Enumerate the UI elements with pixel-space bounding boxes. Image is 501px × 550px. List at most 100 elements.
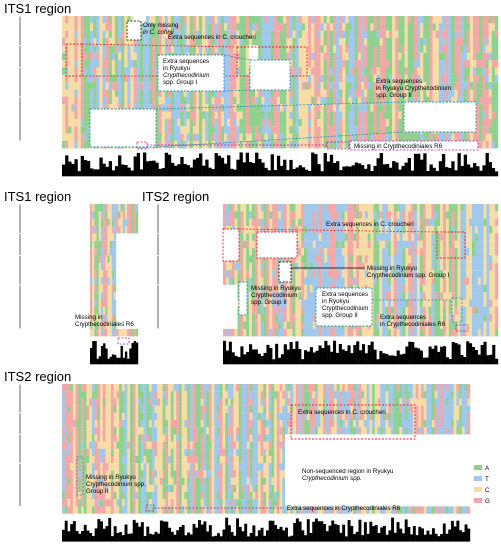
p1-cell — [298, 60, 303, 68]
p3-cell — [399, 255, 403, 263]
p1-cell — [102, 67, 106, 75]
p1-cell — [202, 38, 206, 46]
p3-cell — [474, 211, 478, 219]
p1-cell — [311, 89, 315, 97]
p3-cell — [425, 255, 429, 263]
p2-cell — [127, 218, 130, 227]
p1-cell — [174, 38, 178, 46]
p1-cell — [74, 74, 78, 83]
p4-cell — [100, 463, 104, 471]
p1-cell — [342, 140, 346, 149]
p4-cell — [70, 456, 74, 464]
p3-cell — [364, 226, 368, 234]
p1-cell — [469, 96, 474, 105]
p3-cell — [249, 233, 253, 241]
p2-cell — [124, 277, 128, 285]
p3-cell — [486, 226, 490, 234]
p3-cell — [408, 218, 412, 227]
p1-cell — [90, 82, 94, 90]
p1-cell — [136, 89, 141, 97]
p3-cell — [249, 270, 253, 278]
p1-cell — [158, 23, 162, 31]
p1-cell — [441, 67, 446, 75]
p1-cell — [448, 60, 452, 68]
p3-cell — [364, 277, 368, 285]
p3-cell — [370, 218, 374, 227]
p3-cell — [396, 306, 400, 315]
p4-cell — [94, 427, 98, 435]
p1-cell — [114, 104, 119, 112]
p2-cell — [120, 204, 123, 212]
p3-cell — [471, 255, 476, 263]
p1-cell — [71, 67, 75, 75]
p3-cell — [257, 292, 261, 300]
p3-cell — [434, 306, 438, 315]
p1-cell — [124, 23, 128, 31]
p2-cell — [120, 270, 123, 278]
p4-cell — [97, 492, 101, 500]
p1-cell — [292, 96, 296, 105]
p4-cell — [89, 405, 93, 413]
p3-cell — [312, 240, 316, 249]
p1-cell — [401, 74, 405, 83]
p3-cell — [474, 314, 478, 322]
p4-cell — [83, 477, 87, 485]
p3-cell — [263, 211, 267, 219]
p1-cell — [273, 104, 278, 112]
p1-cell — [292, 89, 296, 97]
p4-cell — [91, 492, 95, 500]
p4-cell — [86, 398, 90, 406]
p3-cell — [223, 321, 227, 330]
p1-cell — [236, 23, 240, 31]
p4-cell — [62, 434, 65, 442]
p1-cell — [105, 82, 109, 90]
p1-cell — [130, 104, 134, 112]
p3-cell — [234, 218, 238, 227]
p3-cell — [237, 270, 241, 278]
p1-cell — [473, 74, 477, 83]
p3-cell — [272, 292, 276, 300]
p1-cell — [99, 89, 103, 97]
p2-cell — [100, 262, 104, 271]
p1-cell — [373, 96, 377, 105]
p1-cell — [267, 140, 271, 149]
p1-cell — [167, 23, 172, 31]
p3-cell — [388, 328, 392, 337]
p3-cell — [301, 233, 305, 241]
p1-cell — [186, 30, 190, 39]
p3-cell — [385, 321, 389, 330]
p1-cell — [93, 16, 97, 24]
p3-cell — [385, 204, 389, 212]
p1-cell — [195, 118, 200, 127]
p1-cell — [308, 60, 312, 68]
p1-cell — [454, 23, 458, 31]
p1-cell — [351, 89, 355, 97]
p1-cell — [320, 38, 324, 46]
p3-cell — [463, 248, 467, 256]
p2-cell — [116, 233, 119, 241]
p3-cell — [298, 277, 302, 285]
p1-cell — [183, 96, 187, 105]
p1-cell — [74, 96, 78, 105]
p1-cell — [404, 16, 408, 24]
p3-cell — [445, 226, 450, 234]
p1-cell — [351, 23, 355, 31]
p3-cell — [393, 306, 397, 315]
p1-cell — [482, 52, 486, 61]
p3-cell — [269, 204, 273, 212]
p3-cell — [382, 240, 386, 249]
p1-cell — [476, 60, 480, 68]
p3-cell — [240, 328, 244, 337]
p1-cell — [479, 140, 483, 149]
p1-cell — [152, 96, 156, 105]
p1-cell — [292, 67, 296, 75]
p1-cell — [336, 23, 340, 31]
p1-cell — [68, 126, 72, 134]
p1-cell — [189, 133, 194, 142]
p1-cell — [142, 45, 147, 53]
p4-cell — [105, 492, 109, 500]
p3-cell — [301, 218, 305, 227]
p1-cell — [457, 67, 461, 75]
p3-cell — [376, 211, 380, 219]
p1-cell — [270, 111, 275, 119]
